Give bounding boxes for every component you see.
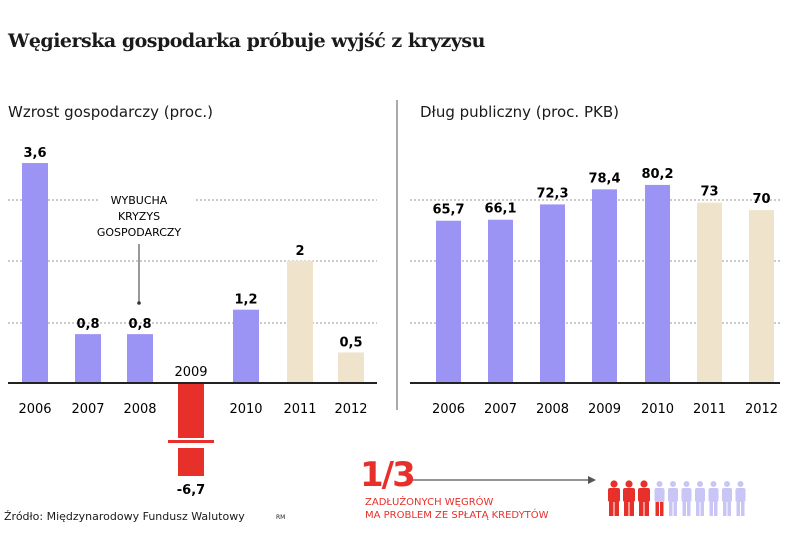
bar-growth-2007 (75, 334, 101, 383)
bar-growth-2009-lower (178, 448, 204, 476)
value-label: 78,4 (588, 171, 620, 186)
person-icon (695, 481, 705, 516)
tick-label: 2007 (484, 402, 517, 417)
value-label: 65,7 (432, 203, 464, 218)
tick-label: 2009 (588, 402, 621, 417)
tick-label: 2012 (745, 402, 778, 417)
bar-growth-2011 (287, 260, 313, 383)
fraction-text: ZADŁUŻONYCH WĘGRÓW MA PROBLEM ZE SPŁATĄ … (365, 496, 549, 522)
page-title: Węgierska gospodarka próbuje wyjść z kry… (8, 30, 485, 52)
tick-label: 2011 (693, 402, 726, 417)
person-icon (654, 481, 665, 516)
tick-label: 2010 (641, 402, 674, 417)
bar-growth-2009 (178, 383, 204, 438)
tick-label: 2006 (432, 402, 465, 417)
bar-debt-2012 (749, 210, 774, 383)
person-icon (608, 480, 620, 516)
tick-label: 2008 (123, 402, 156, 417)
annotation-text: KRYZYS (118, 210, 160, 223)
person-icon (668, 481, 678, 516)
tick-label: 2007 (71, 402, 104, 417)
annotation-bg (100, 188, 196, 238)
value-label: 66,1 (484, 202, 516, 217)
tick-label: 2008 (536, 402, 569, 417)
arrow-head (588, 476, 596, 484)
value-label: 0,8 (128, 317, 151, 332)
fraction-text-line: MA PROBLEM ZE SPŁATĄ KREDYTÓW (365, 510, 549, 521)
axis-break-mark (168, 440, 214, 443)
value-label: 2 (295, 244, 304, 259)
value-label: 72,3 (536, 186, 568, 201)
person-icon (735, 481, 746, 516)
bar-debt-2006 (436, 220, 461, 383)
person-icon (638, 480, 650, 516)
source: Źródło: Międzynarodowy Fundusz Walutowy (4, 510, 245, 523)
person-icon (623, 480, 635, 516)
bar-growth-2012 (338, 352, 364, 383)
fraction-text-line: ZADŁUŻONYCH WĘGRÓW (365, 497, 494, 508)
value-label: -6,7 (177, 483, 205, 498)
value-label: 3,6 (23, 146, 46, 161)
annotation-text: GOSPODARCZY (97, 226, 182, 239)
tick-label: 2011 (283, 402, 316, 417)
bar-growth-2010 (233, 309, 259, 383)
tick-label: 2006 (18, 402, 51, 417)
tick-label: 2012 (334, 402, 367, 417)
value-label: 0,5 (339, 335, 362, 350)
bar-growth-2006 (22, 163, 48, 383)
value-label: 1,2 (234, 293, 257, 308)
value-label: 70 (752, 192, 770, 207)
bar-debt-2011 (697, 202, 722, 383)
annotation-text: WYBUCHA (111, 194, 168, 207)
person-icon (708, 481, 719, 516)
bar-debt-2008 (540, 204, 565, 383)
bar-debt-2009 (592, 189, 617, 383)
value-label: 0,8 (76, 317, 99, 332)
bar-debt-2007 (488, 219, 513, 383)
person-icon (722, 481, 732, 516)
chart-title-growth: Wzrost gospodarczy (proc.) (8, 103, 213, 121)
annotation-dot (137, 301, 141, 305)
tick-label: 2010 (229, 402, 262, 417)
value-label: 80,2 (641, 167, 673, 182)
credit: RM (276, 514, 286, 521)
tick-label: 2009 (174, 365, 207, 380)
fraction-label: 1/3 (360, 455, 416, 495)
chart-title-debt: Dług publiczny (proc. PKB) (420, 103, 619, 121)
value-label: 73 (700, 185, 718, 200)
person-icon (681, 481, 692, 516)
bar-growth-2008 (127, 334, 153, 383)
bar-debt-2010 (645, 184, 670, 383)
